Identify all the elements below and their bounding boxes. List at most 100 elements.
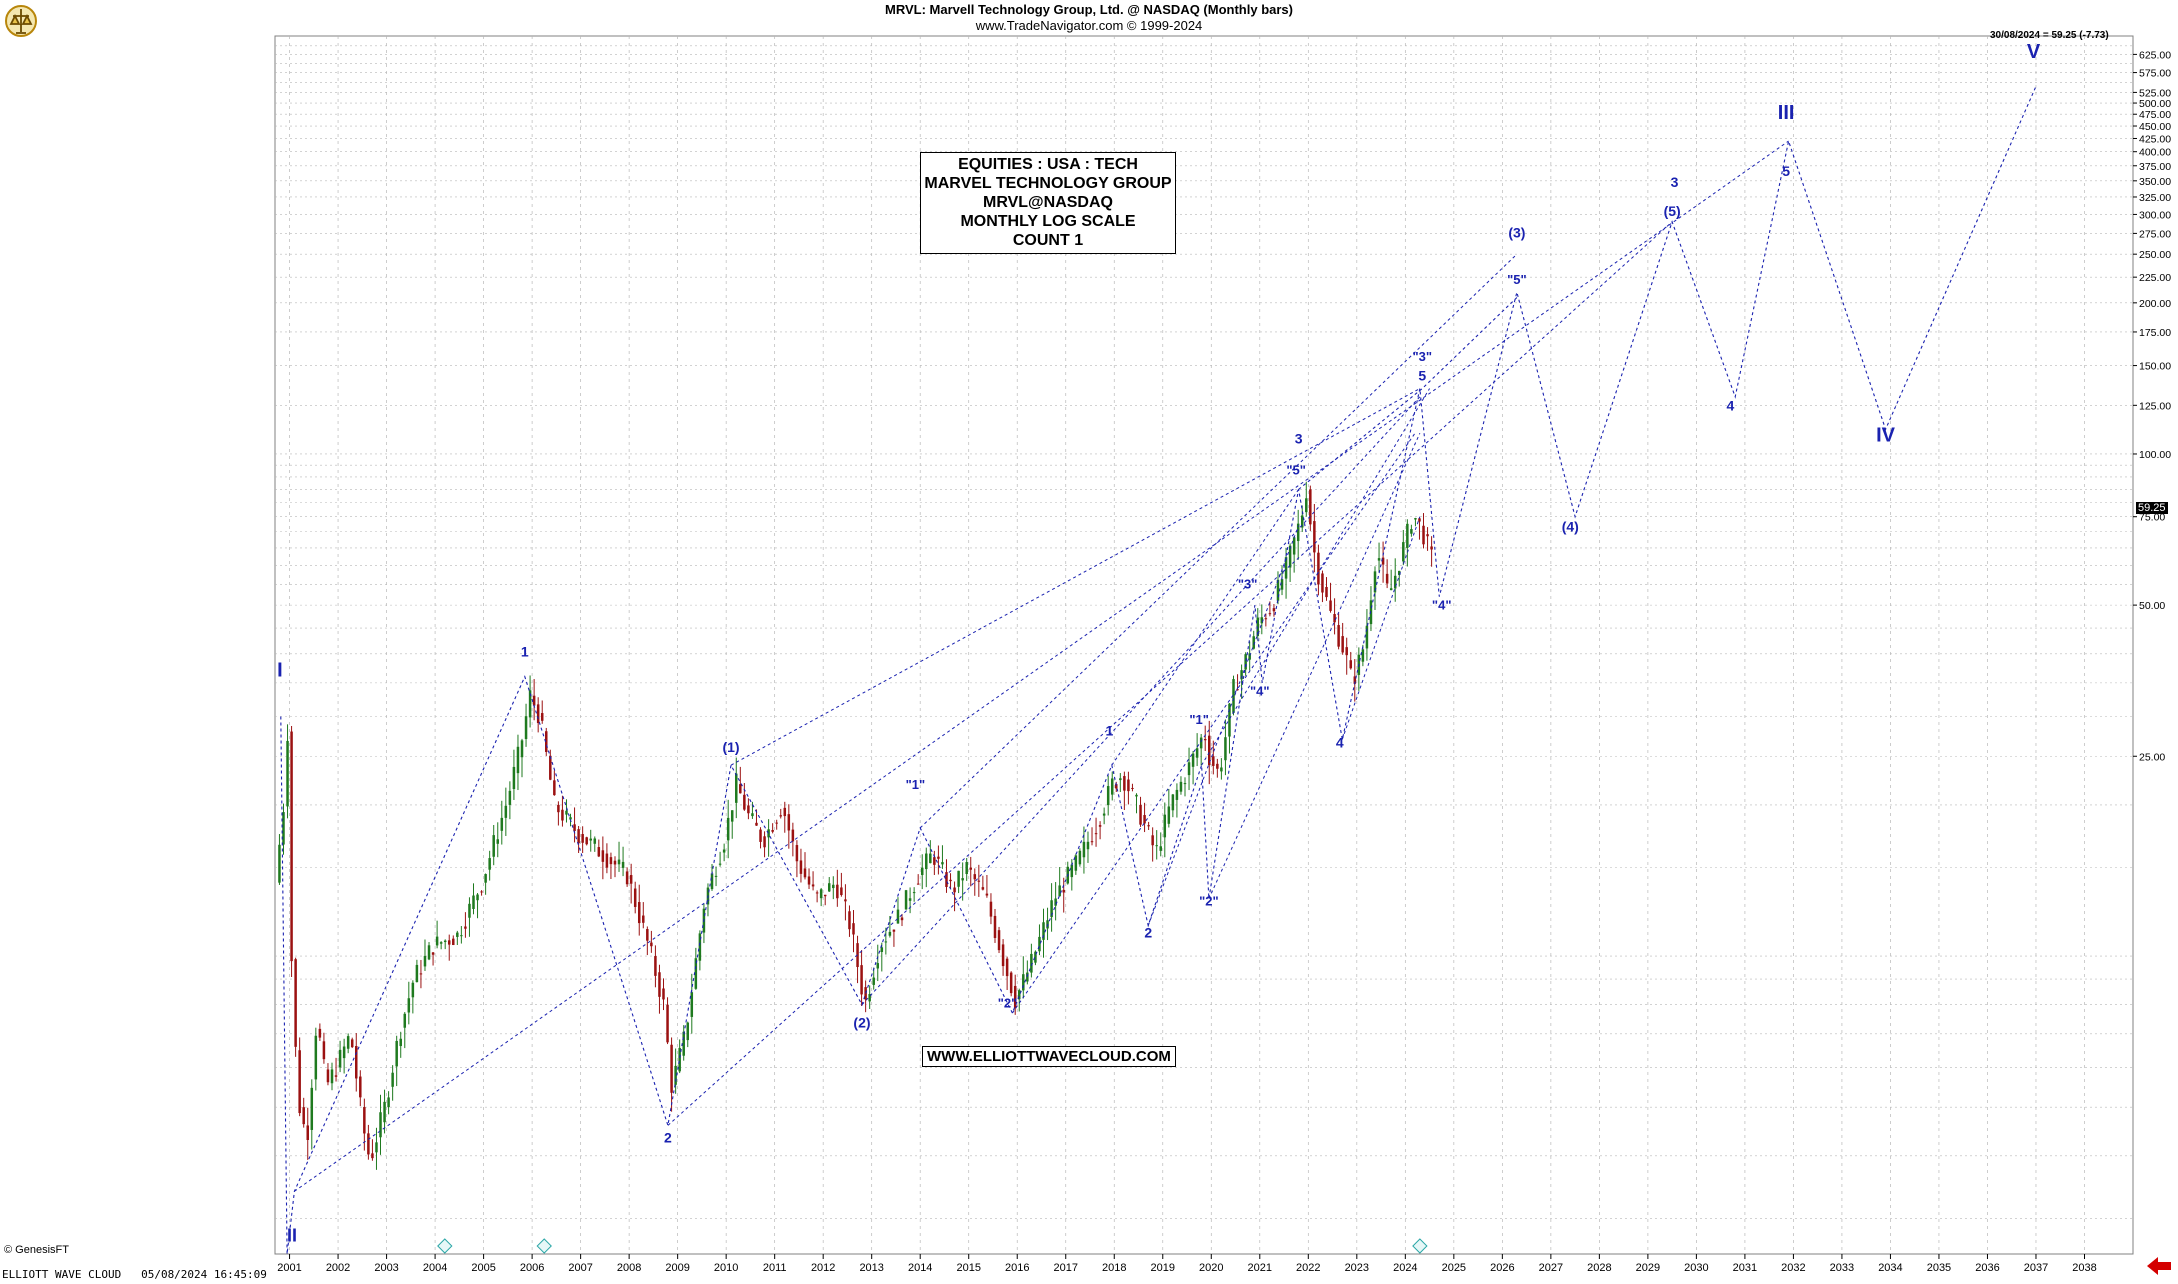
chart-title: MRVL: Marvell Technology Group, Ltd. @ N…	[885, 2, 1293, 17]
candle-body	[1139, 804, 1142, 825]
y-tick-label: 575.00	[2139, 68, 2171, 80]
candle-body	[666, 1004, 669, 1043]
candle-body	[1345, 647, 1348, 656]
candle-body	[1232, 679, 1235, 713]
x-tick-label: 2027	[1539, 1262, 1563, 1274]
candle-body	[965, 862, 968, 875]
y-tick-label: 150.00	[2139, 361, 2171, 373]
candle-body	[464, 926, 467, 929]
candle-body	[985, 893, 989, 896]
candle-body	[1017, 990, 1021, 1000]
y-tick-label: 425.00	[2139, 133, 2171, 145]
candle-body	[480, 891, 483, 893]
candle-body	[815, 892, 819, 894]
candle-body	[387, 1097, 390, 1108]
candle-body	[1276, 579, 1280, 601]
candle-body	[443, 940, 447, 943]
candle-body	[1288, 545, 1292, 568]
candle-body	[593, 838, 597, 844]
candle-body	[743, 794, 746, 810]
y-tick-label: 125.00	[2139, 400, 2171, 412]
x-tick-label: 2006	[520, 1262, 544, 1274]
trade-navigator-logo-icon[interactable]	[4, 4, 38, 38]
candle-body	[1074, 855, 1078, 871]
candle-body	[334, 1075, 338, 1077]
y-tick-label: 525.00	[2139, 87, 2171, 99]
candle-body	[1256, 617, 1260, 636]
x-tick-label: 2001	[277, 1262, 301, 1274]
candle-body	[791, 829, 795, 842]
wave-path-alt	[1298, 297, 1518, 490]
candle-body	[832, 884, 835, 889]
candle-body	[1398, 570, 1401, 575]
candle-body	[811, 884, 815, 887]
x-tick-label: 2004	[423, 1262, 447, 1274]
candle-body	[1009, 972, 1013, 994]
candle-body	[1123, 776, 1126, 791]
candle-body	[722, 849, 726, 853]
x-tick-label: 2026	[1490, 1262, 1514, 1274]
candle-body	[799, 860, 803, 874]
candle-body	[969, 867, 972, 870]
x-tick-label: 2024	[1393, 1262, 1417, 1274]
candle-body	[423, 955, 427, 967]
x-tick-label: 2035	[1927, 1262, 1951, 1274]
candle-body	[1385, 573, 1389, 584]
candle-body	[395, 1040, 398, 1067]
event-marker-icon	[536, 1238, 552, 1254]
candle-body	[375, 1142, 378, 1153]
candle-body	[916, 883, 920, 885]
wave-label: "4"	[1432, 598, 1452, 613]
red-left-arrow-icon[interactable]	[2146, 1256, 2172, 1276]
wave-label: (1)	[722, 739, 739, 755]
candle-body	[848, 911, 851, 930]
candle-body	[633, 888, 637, 907]
candle-body	[1426, 534, 1429, 537]
footer-status: ELLIOTT WAVE CLOUD 05/08/2024 16:45:09	[2, 1268, 267, 1281]
candle-body	[1373, 571, 1377, 593]
last-price-label: 30/08/2024 = 59.25 (-7.73)	[1990, 30, 2109, 41]
channel-line	[1111, 489, 1300, 766]
event-marker-icon	[437, 1238, 453, 1254]
x-tick-label: 2013	[859, 1262, 883, 1274]
x-tick-label: 2030	[1684, 1262, 1708, 1274]
y-tick-label: 25.00	[2139, 751, 2165, 763]
candle-body	[1220, 767, 1223, 772]
candle-body	[379, 1112, 382, 1138]
x-tick-label: 2034	[1878, 1262, 1902, 1274]
candle-body	[1414, 518, 1417, 520]
candle-body	[1155, 845, 1158, 847]
candle-body	[532, 695, 536, 706]
candle-body	[597, 847, 601, 857]
x-tick-label: 2028	[1587, 1262, 1611, 1274]
candle-body	[1013, 985, 1017, 1009]
y-tick-label: 625.00	[2139, 49, 2171, 61]
candle-body	[1106, 786, 1110, 806]
candle-body	[686, 1022, 690, 1041]
candle-body	[302, 1107, 305, 1125]
y-tick-label: 400.00	[2139, 147, 2171, 159]
candle-body	[492, 835, 495, 857]
y-tick-label: 375.00	[2139, 161, 2171, 173]
candle-body	[367, 1133, 370, 1155]
candle-body	[1167, 806, 1171, 824]
candle-body	[573, 824, 576, 831]
y-tick-label: 275.00	[2139, 228, 2171, 240]
candle-body	[1418, 518, 1421, 522]
candle-body	[844, 899, 847, 902]
candle-body	[1284, 557, 1288, 579]
candle-body	[678, 1047, 681, 1072]
candle-body	[359, 1076, 362, 1098]
candle-body	[783, 807, 787, 817]
candle-body	[836, 884, 839, 899]
x-tick-label: 2017	[1053, 1262, 1077, 1274]
candle-body	[427, 945, 431, 960]
channel-line	[294, 140, 1789, 1192]
x-tick-label: 2007	[568, 1262, 592, 1274]
y-tick-label: 75.00	[2139, 512, 2165, 524]
x-tick-label: 2018	[1102, 1262, 1126, 1274]
candle-body	[1195, 748, 1199, 758]
x-tick-label: 2037	[2024, 1262, 2048, 1274]
wave-label: (3)	[1508, 224, 1525, 240]
